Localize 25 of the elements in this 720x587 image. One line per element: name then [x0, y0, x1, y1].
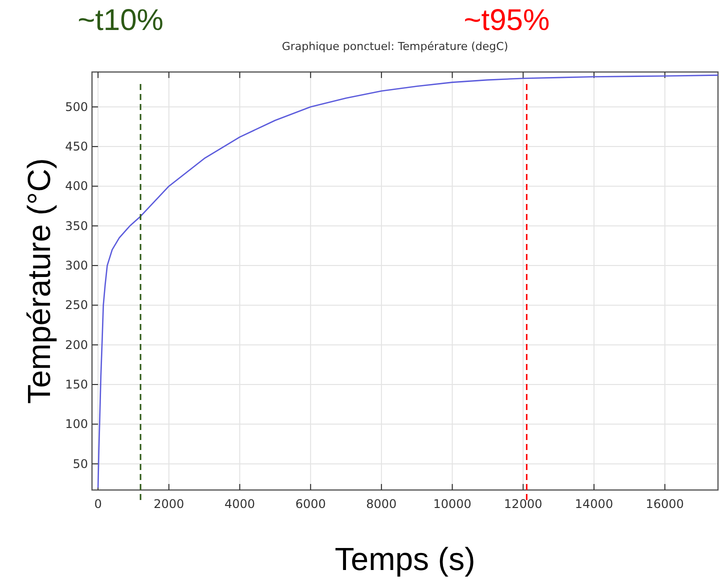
x-tick-label: 4000 — [224, 497, 256, 511]
y-tick-label: 500 — [65, 100, 88, 114]
y-tick-label: 450 — [65, 140, 88, 154]
x-axis-title: Temps (s) — [334, 541, 476, 577]
x-tick-label: 6000 — [295, 497, 326, 511]
ref-line-label: ~t95% — [464, 4, 550, 37]
ref-line-label: ~t10% — [78, 4, 164, 37]
y-tick-label: 100 — [65, 417, 88, 432]
line-series — [97, 74, 719, 488]
y-axis-title: Température (°C) — [21, 158, 57, 404]
y-tick-label: 250 — [65, 298, 88, 312]
y-tick-label: 150 — [65, 378, 88, 392]
x-tick-label: 8000 — [366, 497, 397, 511]
y-tick-label: 350 — [65, 218, 88, 233]
chart-title: Graphique ponctuel: Température (degC) — [282, 40, 508, 53]
x-tick-label: 14000 — [574, 497, 614, 511]
y-tick-label: 400 — [65, 179, 88, 194]
x-tick-label: 2000 — [154, 497, 184, 511]
x-tick-label: 16000 — [646, 497, 684, 511]
y-tick-label: 200 — [65, 338, 88, 352]
x-tick-label: 10000 — [433, 497, 472, 511]
x-tick-label: 12000 — [504, 497, 542, 511]
x-tick-label: 0 — [94, 497, 102, 511]
y-tick-label: 50 — [72, 456, 88, 471]
y-tick-label: 300 — [65, 258, 88, 273]
